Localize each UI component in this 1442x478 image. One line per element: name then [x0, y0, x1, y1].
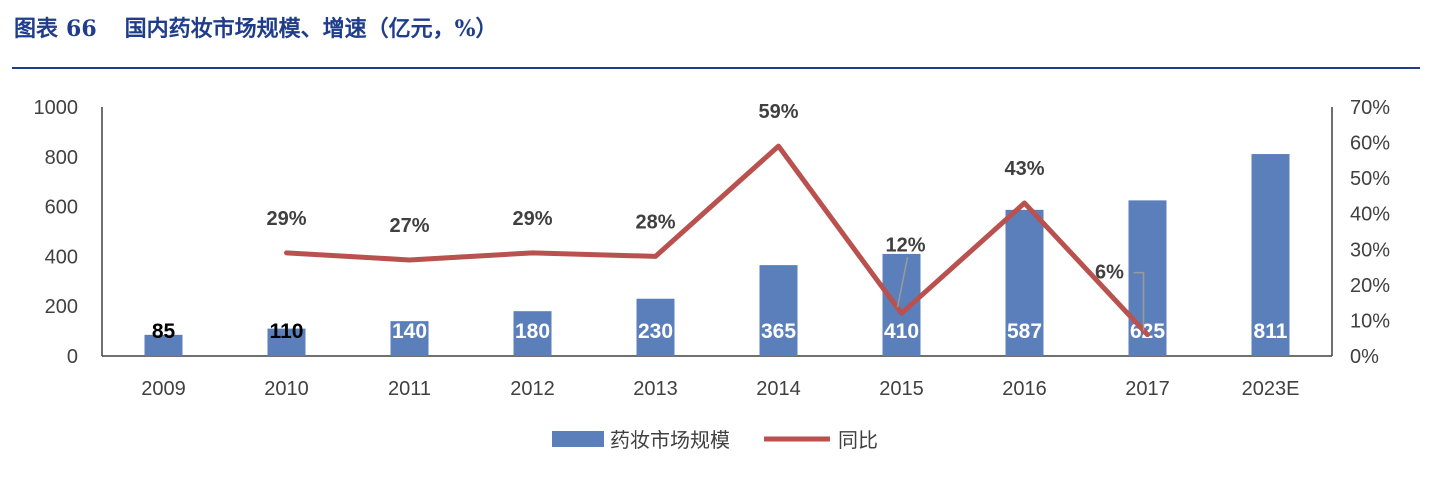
y-right-tick-label: 40%	[1350, 204, 1390, 226]
bar-data-label: 410	[884, 320, 919, 343]
y-right-tick-label: 30%	[1350, 239, 1390, 261]
legend-label-bar: 药妆市场规模	[610, 428, 730, 452]
y-right-tick-label: 0%	[1350, 346, 1379, 368]
line-data-label: 28%	[635, 211, 675, 233]
line-data-label: 43%	[1004, 158, 1044, 180]
figure-label: 图表	[14, 16, 59, 42]
bar	[759, 265, 798, 356]
bar-data-label: 180	[515, 320, 550, 343]
x-tick-label: 2011	[388, 378, 431, 400]
y-right-tick-label: 70%	[1350, 97, 1390, 119]
bar	[513, 311, 552, 356]
line-data-label: 6%	[1095, 262, 1124, 284]
bar-data-label: 140	[392, 320, 427, 343]
bar-data-label: 811	[1254, 320, 1288, 343]
x-tick-label: 2016	[1002, 378, 1047, 400]
bar	[1005, 209, 1044, 356]
bar	[1251, 154, 1290, 356]
bar-data-label: 230	[638, 320, 673, 343]
line-data-label: 59%	[758, 101, 798, 123]
x-tick-label: 2023E	[1242, 378, 1300, 400]
bar	[144, 334, 183, 356]
y-right-tick-label: 50%	[1350, 168, 1390, 190]
leader-line	[896, 257, 909, 308]
line-data-label: 12%	[885, 234, 925, 256]
y-left-tick-label: 0	[67, 346, 78, 368]
legend-label-line: 同比	[838, 428, 878, 452]
line-data-label: 29%	[266, 208, 306, 230]
bar	[1128, 200, 1167, 356]
x-tick-label: 2014	[756, 378, 801, 400]
y-left-tick-label: 600	[45, 197, 78, 219]
x-tick-label: 2009	[141, 378, 186, 400]
y-right-tick-label: 20%	[1350, 275, 1390, 297]
legend-swatch-bar	[552, 431, 604, 447]
x-tick-label: 2013	[633, 378, 678, 400]
leader-line	[1133, 271, 1145, 331]
bar-data-label: 110	[270, 320, 304, 343]
bar	[390, 321, 429, 356]
y-left-tick-label: 200	[45, 296, 78, 318]
line-data-label: 29%	[512, 208, 552, 230]
bar	[636, 298, 675, 356]
bar-data-label: 85	[152, 320, 176, 343]
bar-data-label: 365	[761, 320, 796, 343]
figure-title-text: 国内药妆市场规模、增速（亿元，%）	[124, 16, 498, 42]
bar-data-label: 587	[1007, 320, 1042, 343]
y-right-tick-label: 60%	[1350, 133, 1390, 155]
x-tick-label: 2012	[510, 378, 555, 400]
line-data-label: 27%	[389, 215, 429, 237]
figure-title: 图表 66 国内药妆市场规模、增速（亿元，%）	[14, 12, 498, 46]
x-tick-label: 2010	[264, 378, 309, 400]
title-divider	[12, 67, 1420, 69]
y-left-tick-label: 1000	[34, 97, 79, 119]
y-left-tick-label: 400	[45, 246, 78, 268]
bar	[267, 328, 306, 356]
growth-line	[284, 143, 1150, 338]
x-tick-label: 2015	[879, 378, 924, 400]
figure-number: 66	[66, 16, 97, 42]
x-tick-label: 2017	[1125, 378, 1170, 400]
y-left-tick-label: 800	[45, 147, 78, 169]
y-right-tick-label: 10%	[1350, 310, 1390, 332]
